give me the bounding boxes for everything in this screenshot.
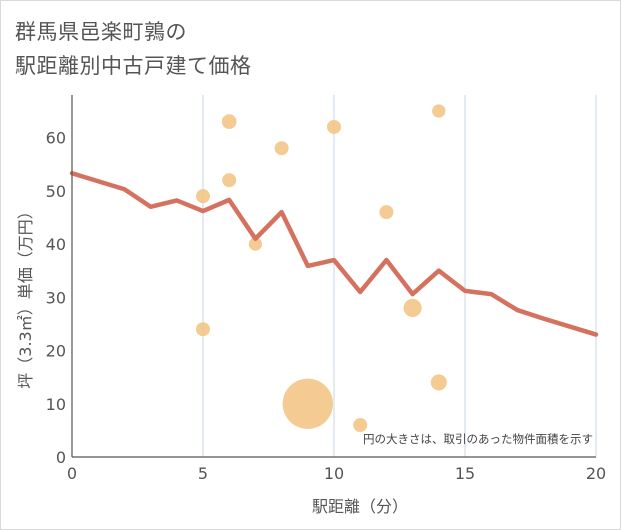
bubble-6 [282, 378, 333, 429]
bubble-11 [432, 104, 446, 118]
bubble-10 [403, 298, 422, 318]
y-tick-label-30: 30 [46, 288, 66, 307]
tick-labels: 0 5 10 15 20 0 10 20 30 40 50 60 [46, 129, 607, 483]
bubble-series [196, 104, 447, 433]
y-tick-label-50: 50 [46, 182, 66, 201]
x-tick-label-20: 20 [586, 464, 606, 483]
axes [71, 95, 596, 458]
y-tick-label-40: 40 [46, 235, 66, 254]
bubble-9 [379, 205, 394, 220]
y-tick-label-0: 0 [56, 448, 66, 467]
bubble-8 [353, 418, 368, 433]
y-tick-label-20: 20 [46, 342, 66, 361]
bubble-12 [430, 374, 447, 391]
bubble-2 [221, 114, 237, 129]
y-tick-label-10: 10 [46, 395, 66, 414]
x-tick-label-0: 0 [67, 464, 77, 483]
x-tick-label-5: 5 [198, 464, 208, 483]
bubble-4 [248, 237, 263, 251]
bubble-0 [196, 189, 210, 204]
average-line-series [69, 171, 599, 337]
chart-title: 群馬県邑楽町鶉の 駅距離別中古戸建て価格 [15, 15, 252, 83]
y-tick-label-60: 60 [46, 129, 66, 148]
x-tick-label-15: 15 [455, 464, 475, 483]
x-axis-label: 駅距離（分） [312, 497, 408, 516]
title-line-1: 群馬県邑楽町鶉の [15, 20, 187, 44]
title-line-2: 駅距離別中古戸建て価格 [15, 54, 252, 78]
grid-lines [202, 95, 597, 457]
bubble-size-annotation: 円の大きさは、取引のあった物件面積を示す [363, 432, 593, 446]
x-tick-label-10: 10 [324, 464, 344, 483]
bubble-1 [196, 322, 210, 337]
bubble-5 [274, 141, 289, 156]
average-line [69, 171, 599, 337]
bubble-3 [222, 173, 237, 188]
bubble-7 [327, 119, 341, 134]
y-axis-label: 坪（3.3㎡）単価（万円） [16, 203, 35, 388]
